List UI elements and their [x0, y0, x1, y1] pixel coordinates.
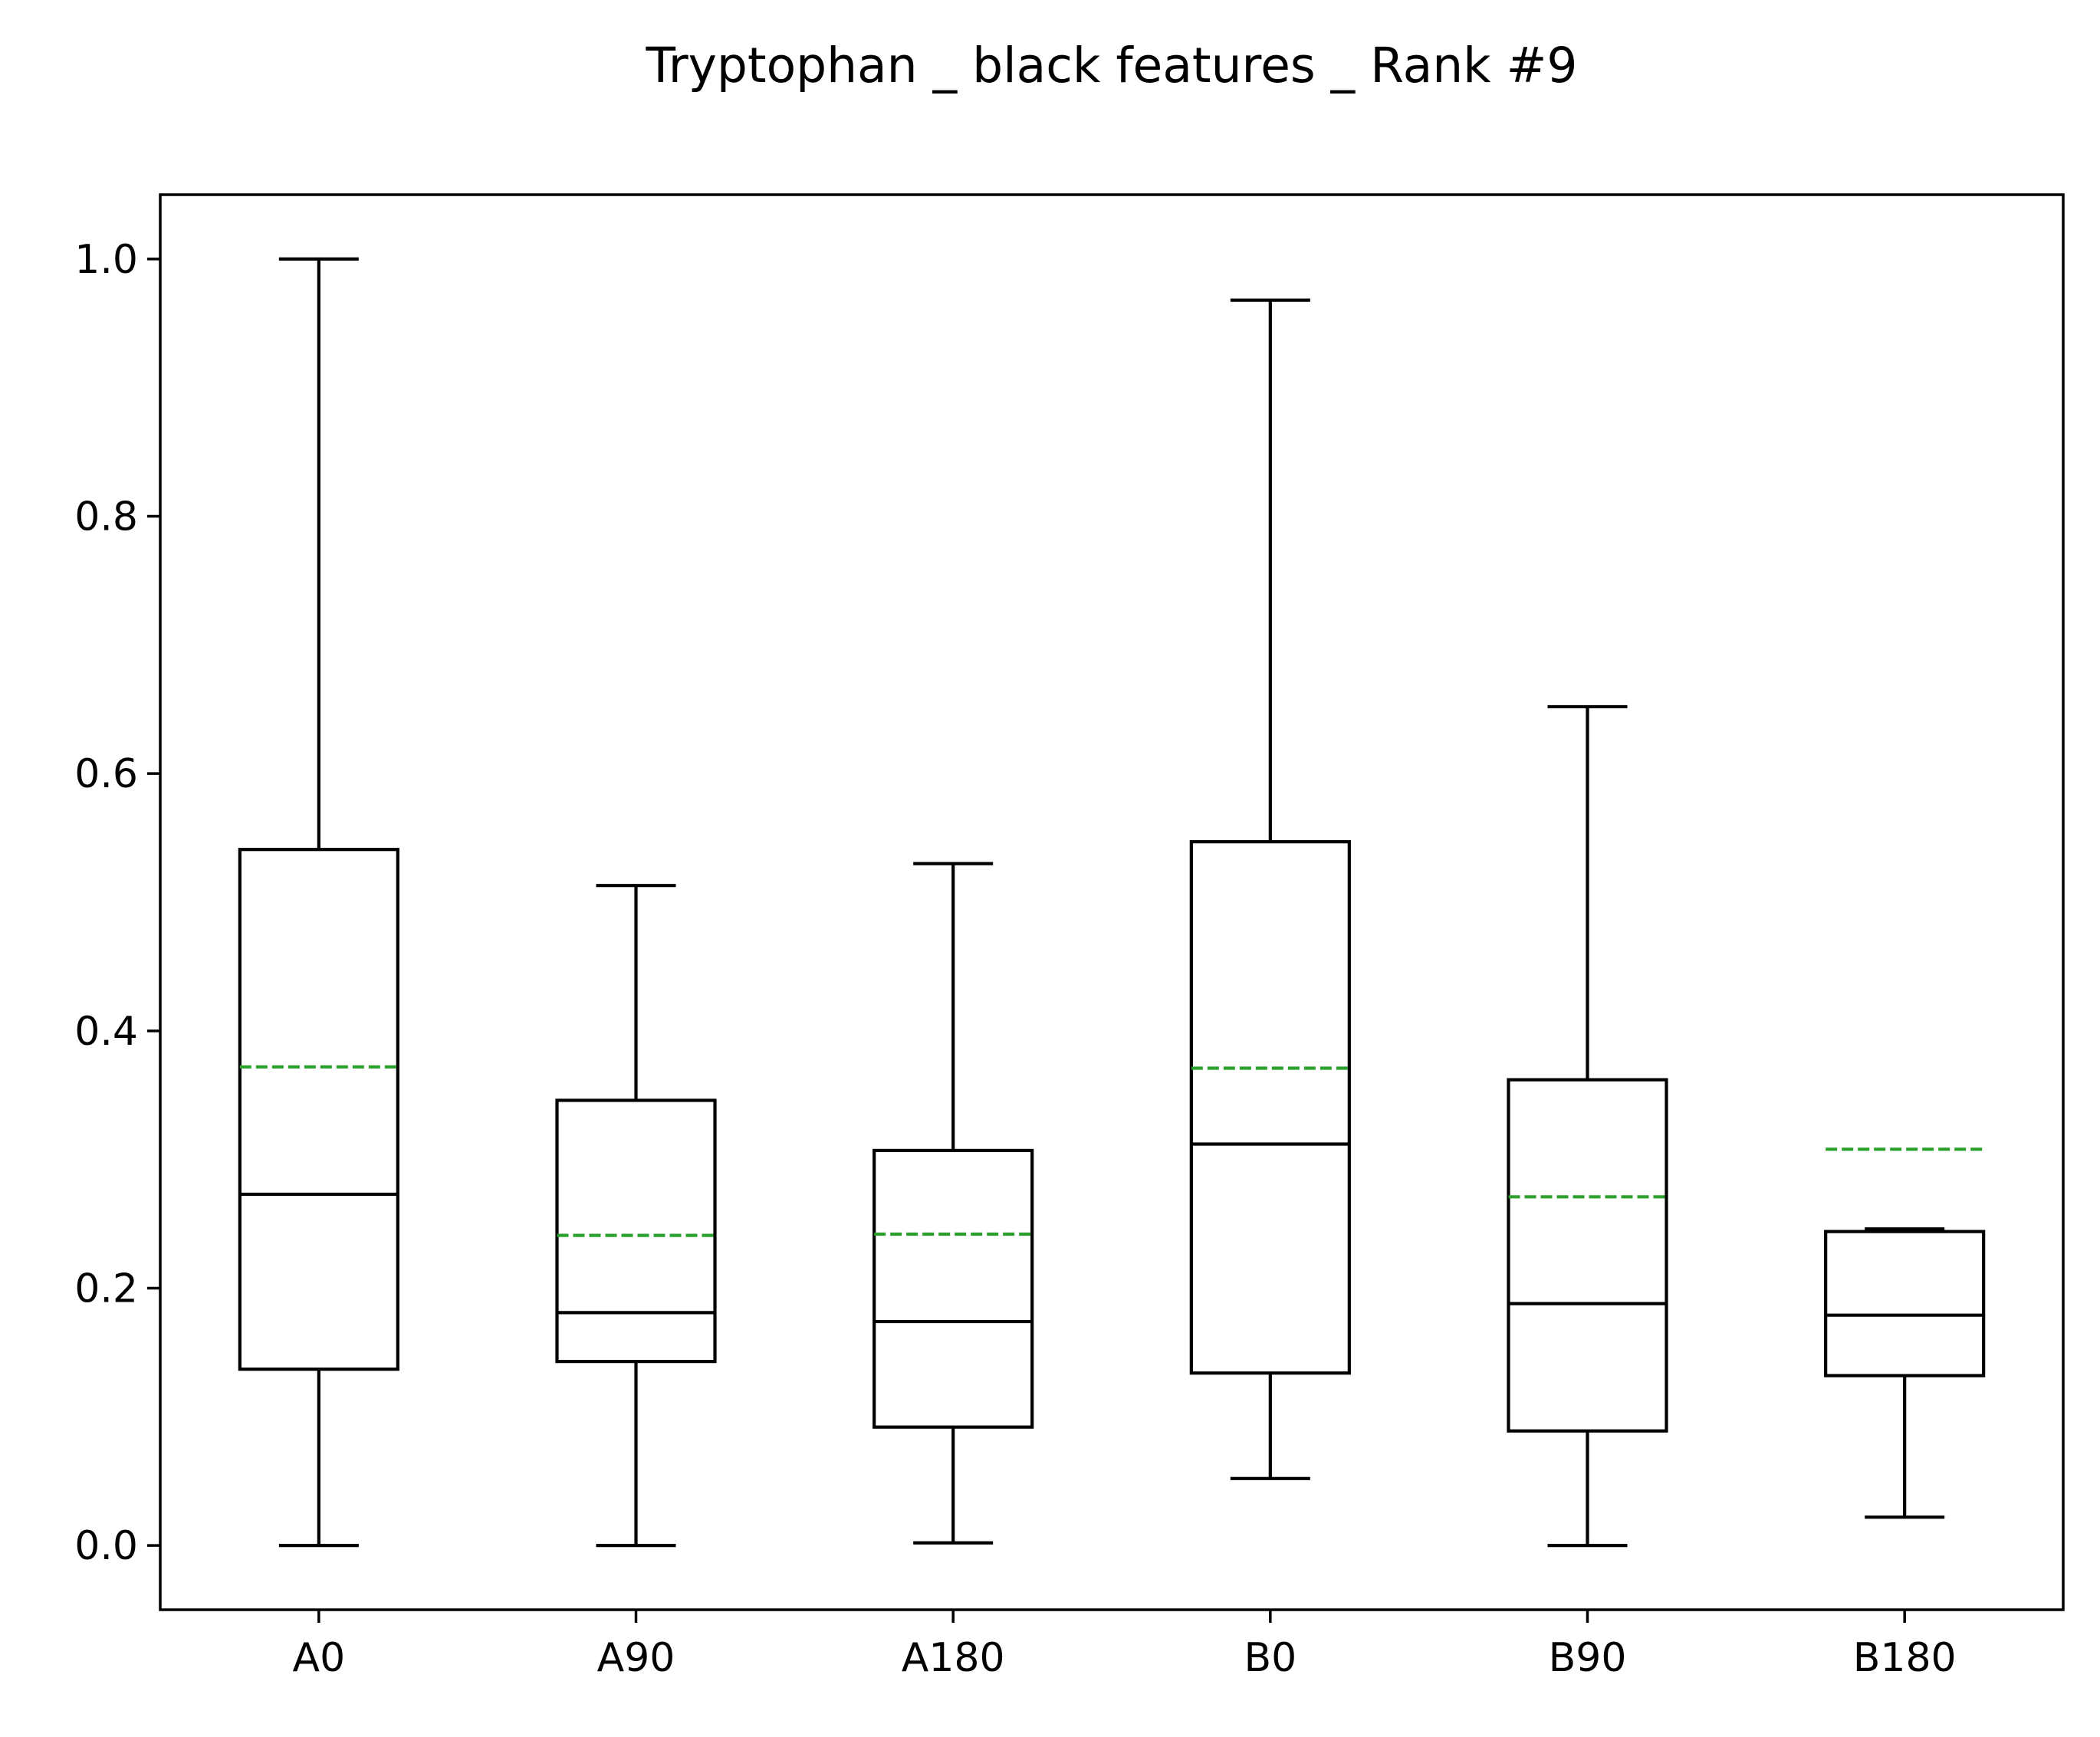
x-tick-label-b180: B180 [1853, 1635, 1957, 1681]
y-tick-label-0.0: 0.0 [74, 1523, 138, 1569]
box-b180 [1824, 1230, 1986, 1377]
y-tick-label-0.6: 0.6 [74, 751, 138, 797]
box-a180 [873, 1148, 1034, 1429]
x-tick-label-a0: A0 [293, 1635, 346, 1681]
y-tick-label-0.8: 0.8 [74, 494, 138, 540]
box-b0 [1189, 840, 1351, 1375]
chart-title: Tryptophan _ black features _ Rank #9 [645, 38, 1577, 94]
box-a0 [238, 848, 399, 1371]
box-b90 [1507, 1078, 1668, 1433]
axes-frame [159, 193, 2065, 1611]
y-tick-label-1.0: 1.0 [74, 237, 138, 283]
y-tick-label-0.4: 0.4 [74, 1009, 138, 1055]
box-a90 [555, 1098, 717, 1364]
x-tick-label-a180: A180 [902, 1635, 1005, 1681]
y-tick-label-0.2: 0.2 [74, 1266, 138, 1312]
plot-area: 0.0 0.2 0.4 0.6 0.8 1.0 A0 A90 A180 B0 B90 B180 [74, 193, 2065, 1681]
x-tick-label-b0: B0 [1244, 1635, 1296, 1681]
x-tick-label-b90: B90 [1549, 1635, 1627, 1681]
x-tick-label-a90: A90 [597, 1635, 675, 1681]
